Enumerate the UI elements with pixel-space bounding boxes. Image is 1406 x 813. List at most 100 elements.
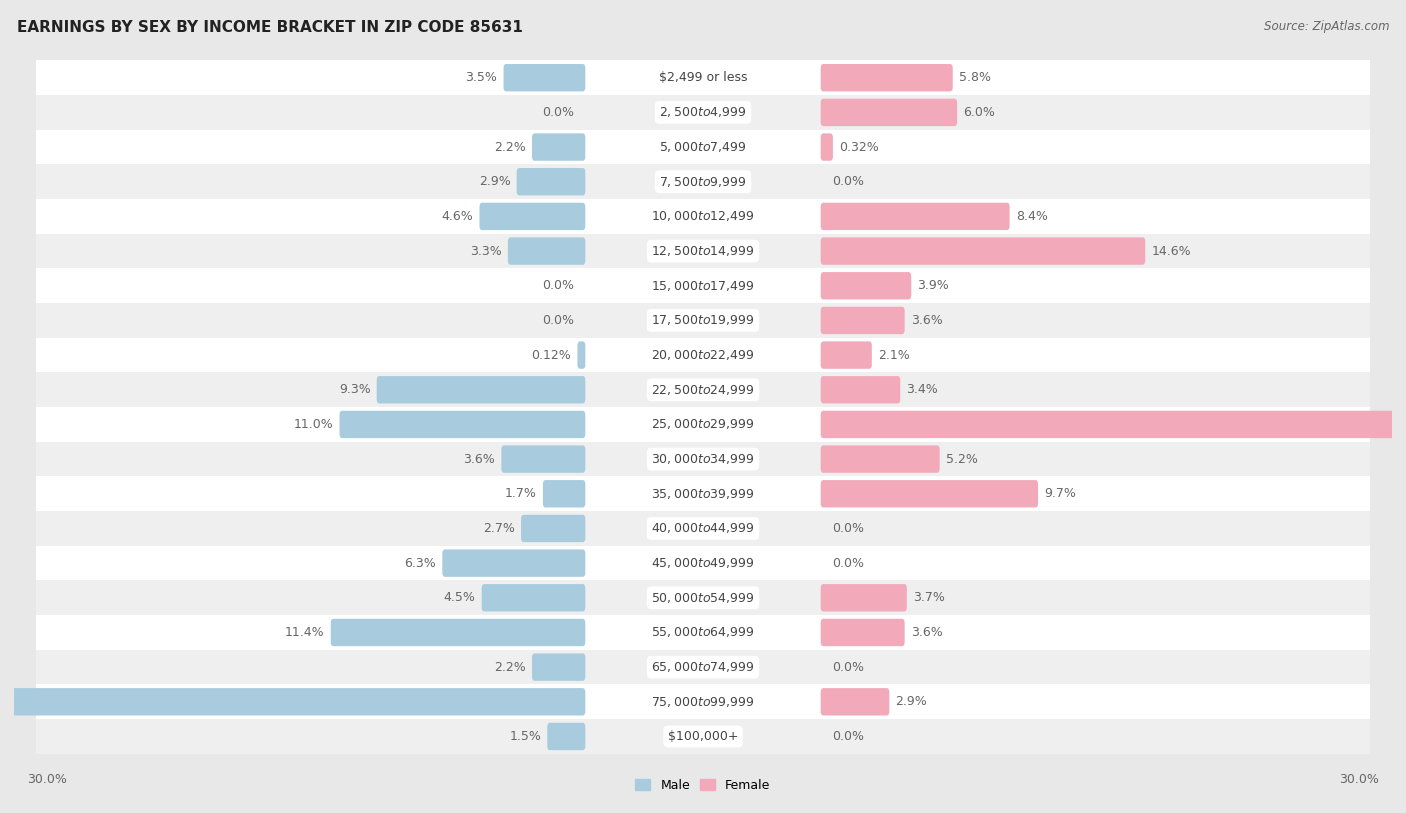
FancyBboxPatch shape (37, 164, 1369, 199)
FancyBboxPatch shape (37, 685, 1369, 720)
FancyBboxPatch shape (502, 446, 585, 473)
Text: 3.7%: 3.7% (912, 591, 945, 604)
FancyBboxPatch shape (482, 584, 585, 611)
FancyBboxPatch shape (37, 441, 1369, 476)
Text: Source: ZipAtlas.com: Source: ZipAtlas.com (1264, 20, 1389, 33)
FancyBboxPatch shape (37, 407, 1369, 441)
Text: 3.6%: 3.6% (911, 314, 942, 327)
FancyBboxPatch shape (531, 133, 585, 161)
Text: 6.0%: 6.0% (963, 106, 995, 119)
Text: 11.0%: 11.0% (294, 418, 333, 431)
Text: 5.2%: 5.2% (946, 453, 977, 466)
Text: 2.2%: 2.2% (494, 661, 526, 674)
FancyBboxPatch shape (479, 202, 585, 230)
Text: 0.0%: 0.0% (541, 314, 574, 327)
FancyBboxPatch shape (821, 619, 904, 646)
Text: 1.5%: 1.5% (509, 730, 541, 743)
FancyBboxPatch shape (821, 133, 832, 161)
Text: 11.4%: 11.4% (285, 626, 325, 639)
Text: $2,499 or less: $2,499 or less (659, 72, 747, 85)
Text: 0.0%: 0.0% (832, 176, 865, 189)
FancyBboxPatch shape (37, 303, 1369, 337)
FancyBboxPatch shape (37, 580, 1369, 615)
Text: 0.0%: 0.0% (832, 557, 865, 570)
FancyBboxPatch shape (37, 720, 1369, 754)
Text: $7,500 to $9,999: $7,500 to $9,999 (659, 175, 747, 189)
Text: 0.12%: 0.12% (531, 349, 571, 362)
Text: 14.6%: 14.6% (1152, 245, 1191, 258)
FancyBboxPatch shape (443, 550, 585, 576)
FancyBboxPatch shape (821, 237, 1146, 265)
Text: EARNINGS BY SEX BY INCOME BRACKET IN ZIP CODE 85631: EARNINGS BY SEX BY INCOME BRACKET IN ZIP… (17, 20, 523, 35)
FancyBboxPatch shape (821, 688, 890, 715)
FancyBboxPatch shape (821, 202, 1010, 230)
Text: $45,000 to $49,999: $45,000 to $49,999 (651, 556, 755, 570)
FancyBboxPatch shape (37, 337, 1369, 372)
Text: $55,000 to $64,999: $55,000 to $64,999 (651, 625, 755, 640)
FancyBboxPatch shape (821, 272, 911, 299)
FancyBboxPatch shape (37, 268, 1369, 303)
Text: 4.6%: 4.6% (441, 210, 474, 223)
FancyBboxPatch shape (37, 650, 1369, 685)
FancyBboxPatch shape (37, 372, 1369, 407)
Text: 0.0%: 0.0% (832, 661, 865, 674)
Text: $35,000 to $39,999: $35,000 to $39,999 (651, 487, 755, 501)
Text: 4.5%: 4.5% (444, 591, 475, 604)
FancyBboxPatch shape (37, 234, 1369, 268)
Text: $17,500 to $19,999: $17,500 to $19,999 (651, 314, 755, 328)
Text: $10,000 to $12,499: $10,000 to $12,499 (651, 210, 755, 224)
Text: $50,000 to $54,999: $50,000 to $54,999 (651, 591, 755, 605)
Text: 2.2%: 2.2% (494, 141, 526, 154)
Text: 9.7%: 9.7% (1045, 487, 1076, 500)
Text: $40,000 to $44,999: $40,000 to $44,999 (651, 521, 755, 536)
Text: $5,000 to $7,499: $5,000 to $7,499 (659, 140, 747, 154)
FancyBboxPatch shape (508, 237, 585, 265)
Text: 2.1%: 2.1% (877, 349, 910, 362)
Text: $12,500 to $14,999: $12,500 to $14,999 (651, 244, 755, 258)
FancyBboxPatch shape (821, 480, 1038, 507)
Text: 5.8%: 5.8% (959, 72, 991, 85)
Text: 1.7%: 1.7% (505, 487, 537, 500)
FancyBboxPatch shape (547, 723, 585, 750)
Text: 8.4%: 8.4% (1015, 210, 1047, 223)
FancyBboxPatch shape (503, 64, 585, 91)
Text: $15,000 to $17,499: $15,000 to $17,499 (651, 279, 755, 293)
Text: $100,000+: $100,000+ (668, 730, 738, 743)
FancyBboxPatch shape (821, 341, 872, 369)
Text: $25,000 to $29,999: $25,000 to $29,999 (651, 417, 755, 432)
Text: $20,000 to $22,499: $20,000 to $22,499 (651, 348, 755, 362)
Text: 0.32%: 0.32% (839, 141, 879, 154)
Text: 2.9%: 2.9% (479, 176, 510, 189)
FancyBboxPatch shape (37, 615, 1369, 650)
Text: 6.3%: 6.3% (405, 557, 436, 570)
Text: 0.0%: 0.0% (541, 106, 574, 119)
Text: 3.5%: 3.5% (465, 72, 498, 85)
FancyBboxPatch shape (821, 446, 939, 473)
Text: 3.4%: 3.4% (907, 383, 938, 396)
Text: 0.0%: 0.0% (832, 522, 865, 535)
Text: 2.9%: 2.9% (896, 695, 927, 708)
FancyBboxPatch shape (37, 199, 1369, 234)
FancyBboxPatch shape (339, 411, 585, 438)
Text: 3.6%: 3.6% (911, 626, 942, 639)
Text: $2,500 to $4,999: $2,500 to $4,999 (659, 106, 747, 120)
FancyBboxPatch shape (543, 480, 585, 507)
FancyBboxPatch shape (330, 619, 585, 646)
FancyBboxPatch shape (37, 476, 1369, 511)
FancyBboxPatch shape (37, 511, 1369, 546)
Text: 3.6%: 3.6% (464, 453, 495, 466)
FancyBboxPatch shape (821, 411, 1406, 438)
Text: 3.9%: 3.9% (917, 279, 949, 292)
FancyBboxPatch shape (37, 546, 1369, 580)
FancyBboxPatch shape (37, 60, 1369, 95)
FancyBboxPatch shape (0, 688, 585, 715)
Text: 0.0%: 0.0% (541, 279, 574, 292)
Text: $30,000 to $34,999: $30,000 to $34,999 (651, 452, 755, 466)
FancyBboxPatch shape (531, 654, 585, 680)
Text: $75,000 to $99,999: $75,000 to $99,999 (651, 695, 755, 709)
FancyBboxPatch shape (377, 376, 585, 403)
Text: 2.7%: 2.7% (484, 522, 515, 535)
Text: $22,500 to $24,999: $22,500 to $24,999 (651, 383, 755, 397)
Text: $65,000 to $74,999: $65,000 to $74,999 (651, 660, 755, 674)
Text: 3.3%: 3.3% (470, 245, 502, 258)
